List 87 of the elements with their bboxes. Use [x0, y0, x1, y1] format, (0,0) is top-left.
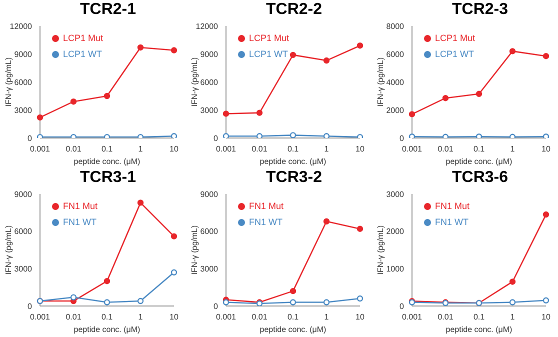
- x-axis-title: peptide conc. (μM): [260, 157, 327, 166]
- y-tick-label: 3000: [14, 264, 33, 274]
- y-tick-label: 0: [400, 134, 405, 143]
- y-tick-label: 6000: [386, 50, 405, 59]
- y-tick-label: 6000: [200, 78, 219, 87]
- y-tick-label: 3000: [14, 106, 33, 115]
- y-tick-label: 0: [28, 134, 33, 143]
- y-tick-label: 1000: [386, 264, 405, 274]
- x-tick-label: 0.01: [66, 312, 82, 322]
- legend-label: FN1 Mut: [435, 201, 470, 211]
- x-axis-title: peptide conc. (μM): [74, 325, 141, 334]
- chart-title: TCR3-1: [78, 168, 137, 188]
- chart-title: TCR2-1: [78, 0, 137, 20]
- legend-label: LCP1 Mut: [249, 33, 290, 43]
- chart-title: TCR2-3: [450, 0, 509, 20]
- y-tick-label: 0: [214, 302, 219, 311]
- y-axis-title: IFN-γ (pg/mL): [376, 225, 385, 275]
- x-tick-label: 0.1: [101, 312, 114, 322]
- x-tick-label: 1: [324, 312, 330, 322]
- y-axis-title: IFN-γ (pg/mL): [4, 225, 13, 275]
- x-tick-label: 1: [510, 144, 516, 154]
- y-tick-label: 9000: [200, 190, 219, 199]
- y-axis-title: IFN-γ (pg/mL): [4, 57, 13, 107]
- y-axis-title: IFN-γ (pg/mL): [190, 225, 199, 275]
- x-axis-title: peptide conc. (μM): [446, 325, 513, 334]
- y-tick-label: 9000: [14, 50, 33, 59]
- y-tick-label: 9000: [200, 50, 219, 59]
- x-tick-label: 0.01: [252, 312, 268, 322]
- x-tick-label: 0.001: [216, 312, 237, 322]
- x-axis-title: peptide conc. (μM): [446, 157, 513, 166]
- legend-label: LCP1 Mut: [63, 33, 104, 43]
- y-tick-label: 9000: [14, 190, 33, 199]
- x-tick-label: 10: [170, 312, 179, 322]
- legend-label: LCP1 WT: [435, 49, 474, 59]
- x-tick-label: 1: [138, 312, 144, 322]
- y-axis-title: IFN-γ (pg/mL): [376, 57, 385, 107]
- y-tick-label: 0: [214, 134, 219, 143]
- chart-title: TCR3-6: [450, 168, 509, 188]
- x-tick-label: 0.01: [438, 144, 454, 154]
- y-tick-label: 12000: [10, 22, 33, 31]
- y-tick-label: 2000: [386, 227, 405, 236]
- x-axis-title: peptide conc. (μM): [260, 325, 327, 334]
- chart-title: TCR2-2: [264, 0, 323, 20]
- x-tick-label: 0.01: [438, 312, 454, 322]
- legend-label: FN1 WT: [63, 217, 96, 227]
- x-tick-label: 10: [356, 312, 365, 322]
- y-tick-label: 3000: [200, 106, 219, 115]
- y-tick-label: 6000: [14, 78, 33, 87]
- x-tick-label: 0.1: [101, 144, 114, 154]
- x-tick-label: 0.1: [287, 144, 300, 154]
- x-tick-label: 10: [542, 144, 551, 154]
- x-tick-label: 1: [324, 144, 330, 154]
- legend-label: LCP1 Mut: [435, 33, 476, 43]
- legend-label: FN1 WT: [435, 217, 468, 227]
- x-tick-label: 0.1: [287, 312, 300, 322]
- y-tick-label: 2000: [386, 106, 405, 115]
- y-tick-label: 3000: [200, 264, 219, 274]
- x-tick-label: 1: [138, 144, 144, 154]
- y-tick-label: 0: [28, 302, 33, 311]
- legend-label: FN1 Mut: [63, 201, 98, 211]
- x-tick-label: 0.001: [402, 312, 423, 322]
- x-tick-label: 0.01: [66, 144, 82, 154]
- y-axis-title: IFN-γ (pg/mL): [190, 57, 199, 107]
- x-tick-label: 0.01: [252, 144, 268, 154]
- y-tick-label: 3000: [386, 190, 405, 199]
- x-tick-label: 1: [510, 312, 516, 322]
- legend-label: LCP1 WT: [249, 49, 288, 59]
- y-tick-label: 0: [400, 302, 405, 311]
- x-tick-label: 10: [170, 144, 179, 154]
- legend-label: LCP1 WT: [63, 49, 102, 59]
- x-tick-label: 0.001: [30, 144, 51, 154]
- x-tick-label: 0.001: [30, 312, 51, 322]
- x-tick-label: 10: [356, 144, 365, 154]
- legend-label: FN1 WT: [249, 217, 282, 227]
- y-tick-label: 4000: [386, 78, 405, 87]
- legend-label: FN1 Mut: [249, 201, 284, 211]
- x-tick-label: 10: [542, 312, 551, 322]
- chart-title: TCR3-2: [264, 168, 323, 188]
- x-tick-label: 0.1: [473, 144, 486, 154]
- x-tick-label: 0.001: [402, 144, 423, 154]
- y-tick-label: 6000: [200, 227, 219, 236]
- x-tick-label: 0.001: [216, 144, 237, 154]
- y-tick-label: 8000: [386, 22, 405, 31]
- y-tick-label: 12000: [196, 22, 219, 31]
- y-tick-label: 6000: [14, 227, 33, 236]
- x-tick-label: 0.1: [473, 312, 486, 322]
- x-axis-title: peptide conc. (μM): [74, 157, 141, 166]
